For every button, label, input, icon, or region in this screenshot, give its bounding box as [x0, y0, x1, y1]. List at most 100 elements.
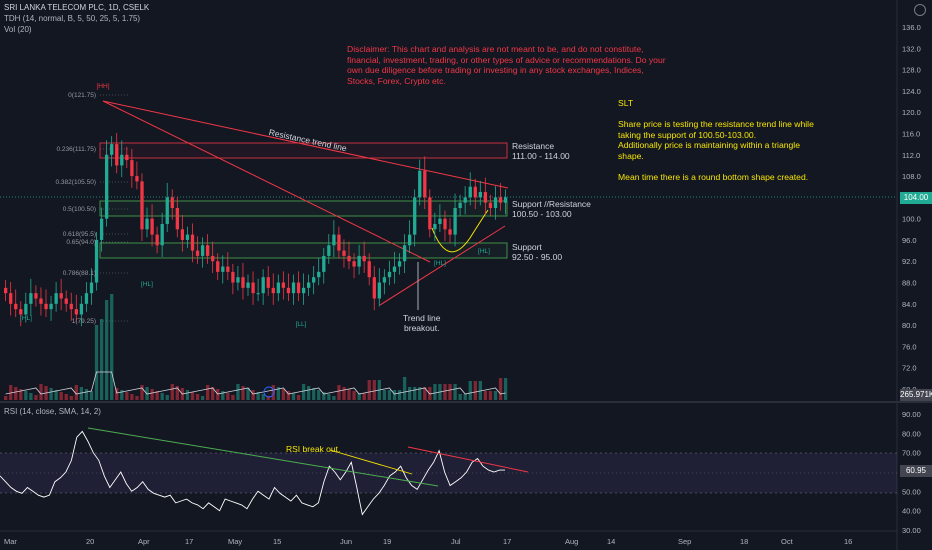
volume-bar	[352, 391, 356, 400]
analysis-note: SLT Share price is testing the resistanc…	[618, 98, 814, 182]
rsi-recent-downtrend	[407, 446, 529, 473]
candle-body	[473, 186, 477, 198]
volume-bar	[14, 387, 18, 400]
candle-body	[342, 250, 346, 256]
price-tick-label: 136.0	[902, 23, 921, 32]
candle-body	[4, 287, 8, 294]
volume-bar	[301, 384, 306, 400]
volume-bar	[175, 386, 179, 400]
volume-bar	[307, 386, 311, 400]
indicator-tdh[interactable]: TDH (14, normal, B, 5, 50, 25, 5, 1.75)	[4, 14, 141, 23]
price-tick-label: 132.0	[902, 44, 921, 53]
volume-bar	[276, 387, 280, 400]
rsi-long-downtrend	[87, 427, 439, 487]
indicator-rsi[interactable]: RSI (14, close, SMA, 14, 2)	[4, 407, 101, 416]
volume-bar	[286, 391, 291, 400]
candle-body	[468, 186, 472, 198]
candle-body	[413, 197, 417, 235]
candle-body	[9, 293, 13, 304]
volume-bar	[271, 385, 275, 400]
candle-body	[301, 287, 306, 294]
volume-bar	[423, 387, 427, 400]
volume-bar	[312, 388, 316, 400]
indicator-vol[interactable]: Vol (20)	[4, 25, 32, 34]
swing-markers: [HH] [HL] [HL] [LL] [HL] [HL]	[20, 83, 490, 328]
volume-bar	[170, 384, 174, 400]
volume-bar	[327, 394, 331, 400]
rsi-tag: 60.95	[900, 465, 932, 477]
candle-body	[64, 298, 68, 304]
volume-bar	[473, 381, 477, 400]
candle-body	[110, 144, 114, 155]
candle-body	[251, 282, 255, 294]
lower-triangle-line	[379, 225, 506, 306]
volume-bar	[281, 389, 286, 400]
candle-body	[357, 255, 361, 267]
candle-body	[498, 197, 503, 203]
candle-body	[74, 309, 78, 315]
rsi-tick-label: 90.00	[902, 410, 921, 419]
rsi-tick-label: 80.00	[902, 429, 921, 438]
candle-body	[211, 255, 215, 262]
volume-bar	[291, 393, 296, 400]
volume-bar	[79, 387, 84, 400]
candle-body	[377, 282, 381, 299]
volume-bar	[357, 393, 361, 400]
resistance-trendline	[102, 100, 509, 189]
fib-level-label: 0.65(94.0)	[66, 239, 96, 246]
time-tick-label: 14	[607, 537, 615, 546]
price-tick-label: 76.0	[902, 342, 917, 351]
candle-body	[150, 218, 154, 235]
volume-bar	[503, 378, 508, 400]
price-tick-label: 72.0	[902, 364, 917, 373]
rsi-tick-label: 50.00	[902, 487, 921, 496]
candle-body	[312, 277, 316, 283]
candle-body	[276, 282, 280, 294]
candle-body	[362, 255, 366, 262]
volume-bar	[266, 396, 270, 400]
volume-bar	[342, 387, 346, 400]
candle-body	[200, 245, 205, 256]
candle-body	[79, 303, 84, 315]
fib-level-label: 0.786(88.1)	[63, 270, 96, 277]
settings-gear-icon[interactable]	[914, 4, 926, 16]
candle-body	[140, 181, 144, 230]
candle-body	[49, 303, 53, 310]
dividend-marker	[263, 386, 275, 398]
volume-bar	[4, 396, 8, 400]
volume-bar	[261, 394, 265, 400]
candle-body	[392, 266, 397, 272]
candle-body	[478, 192, 482, 198]
volume-bars	[4, 294, 508, 400]
candle-body	[105, 154, 109, 219]
swing-marker: [HL]	[141, 281, 153, 288]
candle-body	[266, 277, 270, 288]
volume-bar	[337, 385, 341, 400]
price-tick-label: 92.0	[902, 257, 917, 266]
candle-body	[44, 303, 48, 310]
volume-bar	[251, 390, 255, 400]
rsi-breakout-label: RSI break out.	[286, 444, 341, 454]
volume-bar	[165, 395, 169, 400]
candle-body	[84, 293, 89, 304]
candle-body	[443, 218, 447, 230]
candle-body	[453, 208, 457, 235]
volume-bar	[453, 384, 457, 400]
volume-bar	[402, 377, 407, 400]
candle-body	[337, 234, 341, 251]
time-tick-label: 17	[185, 537, 193, 546]
candle-body	[271, 287, 275, 294]
volume-bar	[84, 389, 89, 400]
last-price-tag: 104.00	[900, 192, 932, 204]
candle-body	[322, 255, 326, 272]
volume-bar	[443, 384, 447, 400]
fib-level-label: 1(79.25)	[72, 318, 96, 325]
price-tick-label: 124.0	[902, 87, 921, 96]
support-resistance-zone-label: Support //Resistance 100.50 - 103.00	[512, 199, 591, 219]
candle-body	[29, 293, 33, 304]
volume-bar	[498, 378, 503, 400]
candle-body	[99, 218, 104, 240]
volume-tag: 265.971K	[900, 389, 932, 401]
price-tick-label: 84.0	[902, 300, 917, 309]
